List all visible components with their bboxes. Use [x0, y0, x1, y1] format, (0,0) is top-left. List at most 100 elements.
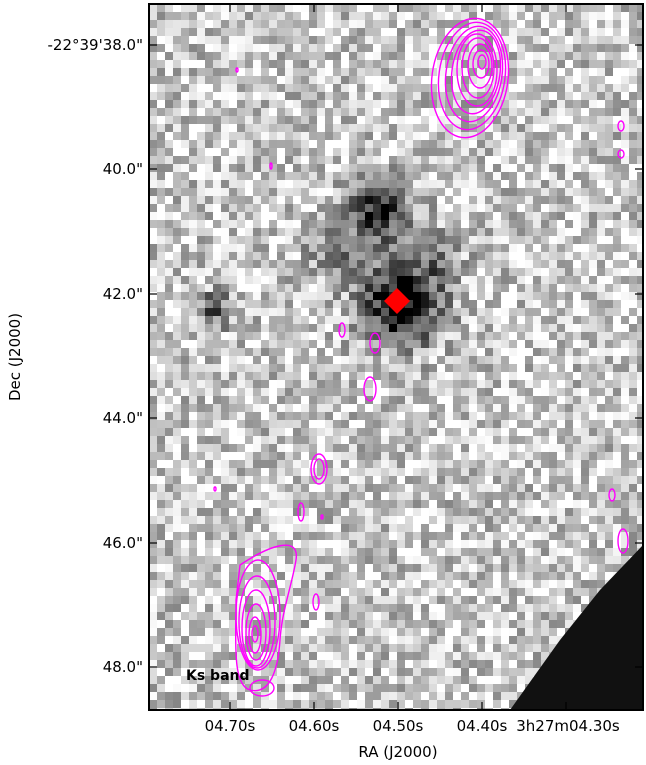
image-pixel [309, 340, 317, 348]
image-pixel [317, 644, 325, 652]
image-pixel [461, 172, 469, 180]
image-pixel [445, 484, 453, 492]
image-pixel [357, 52, 365, 60]
image-pixel [469, 564, 477, 572]
image-pixel [541, 628, 549, 636]
image-pixel [325, 148, 333, 156]
image-pixel [589, 196, 597, 204]
image-pixel [493, 620, 501, 628]
image-pixel [197, 156, 205, 164]
image-pixel [613, 404, 621, 412]
image-pixel [485, 636, 493, 644]
image-pixel [189, 356, 197, 364]
image-pixel [157, 204, 165, 212]
image-pixel [533, 172, 541, 180]
image-pixel [261, 340, 269, 348]
image-pixel [365, 420, 373, 428]
image-pixel [157, 580, 165, 588]
image-pixel [509, 324, 517, 332]
image-pixel [549, 348, 557, 356]
image-pixel [341, 580, 349, 588]
image-pixel [237, 4, 245, 12]
image-pixel [333, 156, 341, 164]
image-pixel [565, 436, 573, 444]
image-pixel [597, 60, 605, 68]
image-pixel [621, 132, 629, 140]
image-pixel [365, 204, 373, 212]
image-pixel [373, 588, 381, 596]
image-pixel [397, 572, 405, 580]
image-pixel [621, 276, 629, 284]
image-pixel [325, 380, 333, 388]
image-pixel [149, 420, 157, 428]
image-pixel [261, 156, 269, 164]
image-pixel [365, 412, 373, 420]
image-pixel [349, 636, 357, 644]
image-pixel [325, 76, 333, 84]
image-pixel [293, 180, 301, 188]
image-pixel [237, 428, 245, 436]
image-pixel [285, 140, 293, 148]
image-pixel [549, 580, 557, 588]
image-pixel [589, 228, 597, 236]
image-pixel [453, 580, 461, 588]
image-pixel [453, 244, 461, 252]
image-pixel [461, 284, 469, 292]
image-pixel [421, 516, 429, 524]
image-pixel [229, 228, 237, 236]
image-pixel [269, 332, 277, 340]
image-pixel [149, 260, 157, 268]
image-pixel [573, 132, 581, 140]
image-pixel [477, 20, 485, 28]
image-pixel [469, 420, 477, 428]
image-pixel [517, 340, 525, 348]
image-pixel [493, 276, 501, 284]
image-pixel [341, 516, 349, 524]
image-pixel [349, 260, 357, 268]
image-pixel [309, 268, 317, 276]
image-pixel [517, 20, 525, 28]
image-pixel [237, 44, 245, 52]
image-pixel [261, 372, 269, 380]
image-pixel [549, 492, 557, 500]
image-pixel [237, 460, 245, 468]
image-pixel [221, 404, 229, 412]
image-pixel [365, 380, 373, 388]
image-pixel [541, 340, 549, 348]
image-pixel [525, 92, 533, 100]
image-pixel [621, 116, 629, 124]
image-pixel [589, 436, 597, 444]
image-pixel [341, 172, 349, 180]
image-pixel [221, 612, 229, 620]
image-pixel [461, 84, 469, 92]
image-pixel [589, 132, 597, 140]
image-pixel [325, 460, 333, 468]
image-pixel [509, 52, 517, 60]
image-pixel [413, 108, 421, 116]
image-pixel [317, 332, 325, 340]
image-pixel [181, 172, 189, 180]
image-pixel [549, 316, 557, 324]
image-pixel [477, 612, 485, 620]
image-pixel [413, 220, 421, 228]
image-pixel [157, 532, 165, 540]
image-pixel [565, 524, 573, 532]
image-pixel [637, 316, 643, 324]
image-pixel [349, 492, 357, 500]
image-pixel [205, 644, 213, 652]
image-pixel [501, 556, 509, 564]
image-pixel [181, 156, 189, 164]
image-pixel [565, 156, 573, 164]
image-pixel [389, 556, 397, 564]
image-pixel [237, 484, 245, 492]
image-pixel [317, 396, 325, 404]
image-pixel [517, 348, 525, 356]
image-pixel [437, 588, 445, 596]
image-pixel [317, 468, 325, 476]
image-pixel [493, 580, 501, 588]
image-pixel [597, 20, 605, 28]
image-pixel [317, 436, 325, 444]
image-pixel [549, 380, 557, 388]
image-pixel [349, 92, 357, 100]
image-pixel [437, 252, 445, 260]
